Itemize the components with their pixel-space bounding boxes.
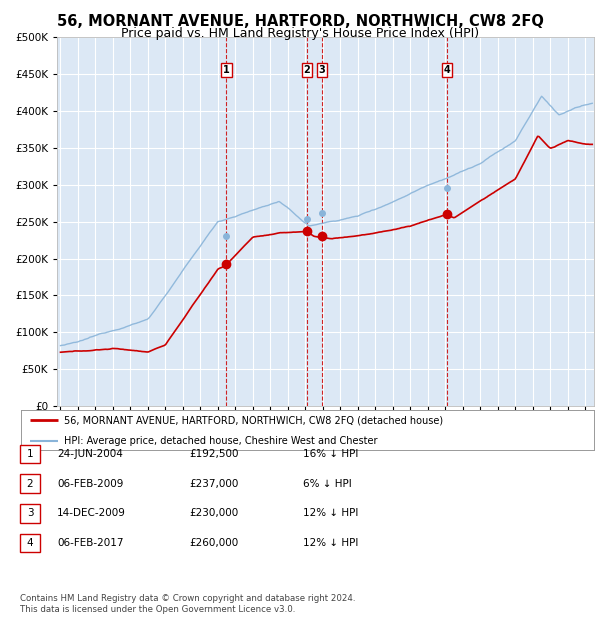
Text: 24-JUN-2004: 24-JUN-2004 [57, 449, 123, 459]
Text: 3: 3 [26, 508, 34, 518]
Text: 2: 2 [26, 479, 34, 489]
Text: 12% ↓ HPI: 12% ↓ HPI [303, 508, 358, 518]
Text: 2: 2 [304, 65, 310, 76]
Text: £230,000: £230,000 [189, 508, 238, 518]
Text: 1: 1 [223, 65, 230, 76]
Text: Price paid vs. HM Land Registry's House Price Index (HPI): Price paid vs. HM Land Registry's House … [121, 27, 479, 40]
Text: 12% ↓ HPI: 12% ↓ HPI [303, 538, 358, 548]
Text: 3: 3 [319, 65, 325, 76]
Text: £237,000: £237,000 [189, 479, 238, 489]
Text: 06-FEB-2009: 06-FEB-2009 [57, 479, 124, 489]
Text: Contains HM Land Registry data © Crown copyright and database right 2024.
This d: Contains HM Land Registry data © Crown c… [20, 595, 355, 614]
Text: 06-FEB-2017: 06-FEB-2017 [57, 538, 124, 548]
Text: 16% ↓ HPI: 16% ↓ HPI [303, 449, 358, 459]
Text: 6% ↓ HPI: 6% ↓ HPI [303, 479, 352, 489]
Text: 4: 4 [26, 538, 34, 548]
Text: 1: 1 [26, 449, 34, 459]
Text: 4: 4 [443, 65, 450, 76]
Text: 14-DEC-2009: 14-DEC-2009 [57, 508, 126, 518]
Text: 56, MORNANT AVENUE, HARTFORD, NORTHWICH, CW8 2FQ: 56, MORNANT AVENUE, HARTFORD, NORTHWICH,… [56, 14, 544, 29]
Text: £260,000: £260,000 [189, 538, 238, 548]
Text: 56, MORNANT AVENUE, HARTFORD, NORTHWICH, CW8 2FQ (detached house): 56, MORNANT AVENUE, HARTFORD, NORTHWICH,… [64, 415, 443, 425]
Text: HPI: Average price, detached house, Cheshire West and Chester: HPI: Average price, detached house, Ches… [64, 436, 377, 446]
Text: £192,500: £192,500 [189, 449, 239, 459]
